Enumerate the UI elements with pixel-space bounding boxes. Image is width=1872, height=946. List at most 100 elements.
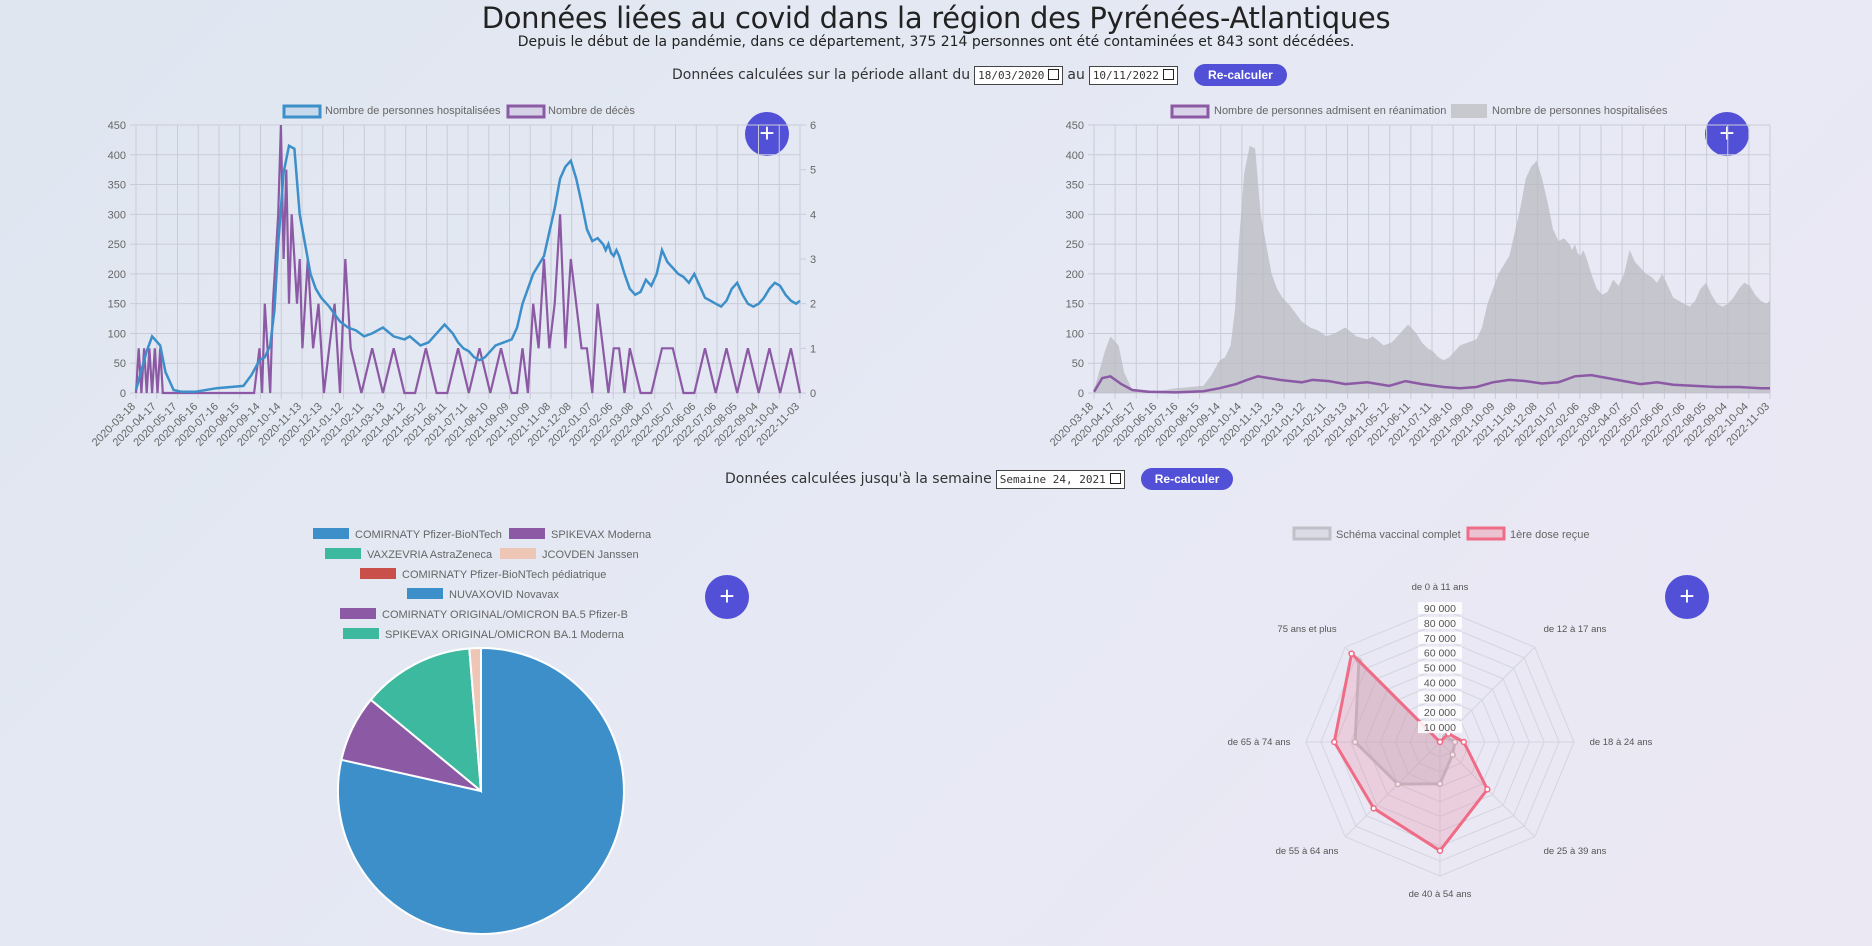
hospitalized-area	[1094, 145, 1770, 393]
y-right-tick-label: 3	[810, 254, 816, 266]
y-tick-label: 50	[1072, 358, 1084, 370]
y-tick-label: 400	[1066, 150, 1084, 162]
radar-point	[1484, 786, 1491, 793]
calendar-icon[interactable]	[1163, 68, 1175, 80]
legend-swatch	[1451, 104, 1487, 118]
radar-point	[1436, 847, 1444, 854]
y-tick-label: 350	[1066, 180, 1084, 192]
radar-point	[1331, 738, 1338, 746]
legend-label: COMIRNATY Pfizer-BioNTech	[355, 529, 502, 541]
r-tick-label: 60 000	[1424, 648, 1456, 660]
r-tick-bg	[1418, 676, 1462, 689]
recalculate-week-button[interactable]: Re-calculer	[1140, 468, 1234, 490]
y-tick-label: 300	[108, 209, 126, 221]
r-tick-label: 10 000	[1424, 722, 1456, 734]
legend-label: 1ère dose reçue	[1510, 529, 1590, 541]
legend-swatch	[407, 588, 443, 599]
legend-swatch	[509, 528, 545, 539]
r-tick-label: 80 000	[1424, 618, 1456, 630]
r-tick-bg	[1418, 691, 1462, 704]
r-tick-label: 40 000	[1424, 677, 1456, 689]
r-tick-bg	[1418, 706, 1462, 719]
legend-swatch	[506, 104, 546, 119]
radar-axis-label: de 0 à 11 ans	[1412, 582, 1469, 593]
icu-series-line	[1092, 373, 1770, 394]
start-date-input[interactable]: 18/03/2020	[974, 65, 1064, 85]
y-tick-label: 400	[108, 150, 126, 162]
radar-axis-label: de 18 à 24 ans	[1590, 737, 1653, 748]
radar-point	[1370, 805, 1377, 812]
week-controls: Données calculées jusqu'à la semaine Sem…	[725, 468, 1234, 490]
r-tick-label: 70 000	[1424, 633, 1456, 645]
pie-slice	[468, 646, 482, 792]
y-tick-label: 0	[120, 388, 126, 400]
r-tick-bg	[1418, 646, 1462, 659]
radar-point	[1436, 780, 1444, 787]
radar-point	[1394, 780, 1402, 788]
expand-chart-3-button[interactable]: +	[705, 575, 749, 619]
radar-axis-label: 75 ans et plus	[1277, 624, 1336, 635]
week-value: Semaine 24, 2021	[999, 472, 1106, 486]
pie-slice	[369, 647, 483, 794]
week-label: Données calculées jusqu'à la semaine	[725, 471, 992, 487]
radar-axis-label: de 12 à 17 ans	[1544, 624, 1607, 635]
y-tick-label: 350	[108, 180, 126, 192]
y-tick-label: 50	[114, 358, 126, 370]
start-date-value: 18/03/2020	[978, 68, 1045, 82]
legend-label: Schéma vaccinal complet	[1336, 529, 1461, 541]
r-tick-label: 50 000	[1424, 663, 1456, 675]
legend-swatch	[1170, 104, 1210, 119]
week-input[interactable]: Semaine 24, 2021	[995, 469, 1125, 489]
radar-point	[1348, 650, 1355, 657]
period-label-start: Données calculées sur la période allant …	[672, 67, 971, 83]
recalculate-period-button[interactable]: Re-calculer	[1194, 64, 1287, 86]
calendar-icon[interactable]	[1109, 472, 1121, 484]
y-tick-label: 0	[1078, 388, 1084, 400]
end-date-value: 10/11/2022	[1092, 68, 1160, 82]
legend-label: Nombre de personnes admisent en réanimat…	[1214, 105, 1446, 117]
radar-point	[1449, 751, 1456, 758]
deaths-series-line	[134, 124, 802, 395]
y-right-tick-label: 1	[810, 343, 816, 355]
end-date-input[interactable]: 10/11/2022	[1088, 65, 1179, 85]
radar-axis-label: de 25 à 39 ans	[1544, 846, 1607, 857]
radar-point	[1451, 738, 1459, 746]
y-right-tick-label: 2	[810, 299, 816, 311]
r-tick-bg	[1418, 602, 1462, 614]
radar-axis-label: de 65 à 74 ans	[1228, 737, 1291, 748]
r-tick-label: 20 000	[1424, 707, 1456, 719]
legend-swatch	[340, 608, 376, 619]
r-tick-bg	[1418, 616, 1462, 629]
calendar-icon[interactable]	[1048, 68, 1060, 80]
y-tick-label: 250	[108, 239, 126, 251]
legend-swatch	[1292, 526, 1332, 541]
period-controls: Données calculées sur la période allant …	[672, 64, 1287, 86]
page-subtitle: Depuis le début de la pandémie, dans ce …	[517, 34, 1355, 50]
legend-label: SPIKEVAX Moderna	[551, 529, 652, 541]
y-right-tick-label: 4	[810, 209, 816, 221]
legend-label: Nombre de personnes hospitalisées	[1492, 105, 1668, 117]
r-tick-bg	[1418, 661, 1462, 674]
r-tick-label: 30 000	[1424, 692, 1456, 704]
legend-swatch	[313, 528, 349, 539]
page-title: Données liées au covid dans la région de…	[481, 1, 1391, 35]
y-tick-label: 450	[1066, 120, 1084, 132]
radar-axis-label: de 40 à 54 ans	[1409, 889, 1472, 900]
legend-label: JCOVDEN Janssen	[542, 549, 639, 561]
period-label-mid: au	[1067, 67, 1085, 83]
expand-chart-4-button[interactable]: +	[1665, 575, 1709, 619]
legend-swatch	[343, 628, 379, 639]
radar-point	[1436, 738, 1444, 746]
legend-swatch	[282, 104, 322, 119]
radar-series-polygon	[1332, 650, 1490, 853]
radar-point	[1351, 738, 1359, 746]
legend-label: Nombre de décès	[548, 105, 635, 117]
y-tick-label: 100	[1066, 328, 1084, 340]
y-right-tick-label: 0	[810, 388, 816, 400]
y-right-tick-label: 6	[810, 120, 816, 132]
y-tick-label: 150	[108, 299, 126, 311]
legend-swatch	[360, 568, 396, 579]
r-tick-label: 90 000	[1424, 603, 1456, 615]
y-tick-label: 150	[1066, 299, 1084, 311]
legend-swatch	[500, 548, 536, 559]
